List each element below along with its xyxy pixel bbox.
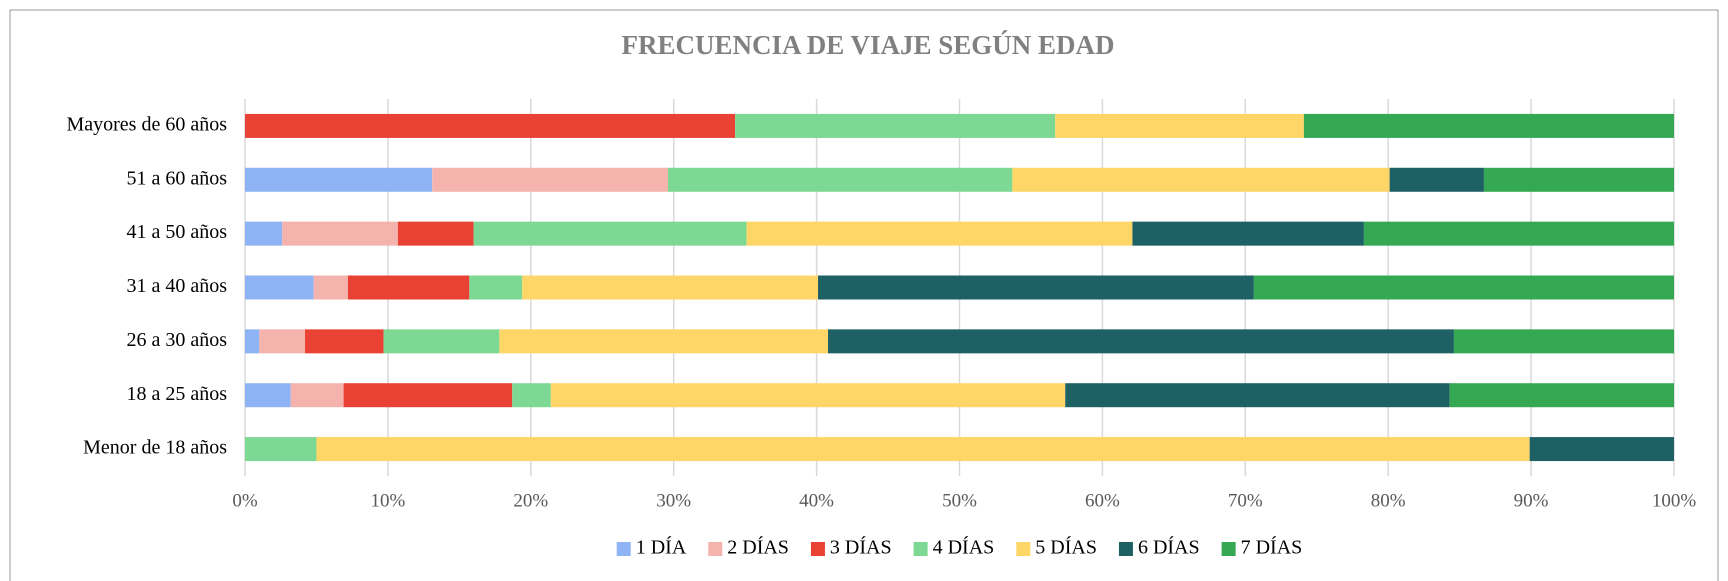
bar-segment: [499, 329, 829, 354]
y-tick-label: Menor de 18 años: [83, 437, 227, 459]
y-tick-label: Mayores de 60 años: [66, 114, 227, 136]
bar-segment: [1065, 383, 1450, 408]
bar-segment: [245, 167, 433, 192]
bar-segment: [259, 329, 306, 354]
y-tick-label: 31 a 40 años: [126, 275, 227, 297]
chart-title: FRECUENCIA DE VIAJE SEGÚN EDAD: [621, 30, 1114, 60]
bar-segment: [1449, 383, 1674, 408]
bar-segment: [245, 221, 283, 246]
bar-segment: [550, 383, 1066, 408]
legend-swatch: [616, 542, 631, 556]
x-tick-label: 60%: [1085, 490, 1120, 511]
legend-swatch: [1118, 542, 1133, 556]
bar-segment: [746, 221, 1133, 246]
bar-segment: [1389, 167, 1484, 192]
legend-label: 4 DÍAS: [933, 536, 995, 559]
bar-segment: [1303, 113, 1674, 138]
bar-segment: [397, 221, 474, 246]
bar-segment: [1453, 329, 1674, 354]
legend-label: 2 DÍAS: [727, 536, 789, 559]
bar-segment: [282, 221, 398, 246]
legend-label: 7 DÍAS: [1241, 536, 1303, 559]
bar-segment: [245, 437, 317, 462]
bar-segment: [1529, 437, 1674, 462]
legend-swatch: [810, 542, 825, 556]
x-tick-label: 80%: [1371, 490, 1406, 511]
legend-swatch: [913, 542, 928, 556]
legend-label: 3 DÍAS: [830, 536, 892, 559]
bar-segment: [432, 167, 668, 192]
x-tick-label: 0%: [232, 490, 258, 511]
bar-segment: [1055, 113, 1304, 138]
legend: 1 DÍA 2 DÍAS 3 DÍAS 4 DÍAS 5 DÍAS 6 DÍAS 7 DÍA…: [616, 536, 1303, 559]
bar-segment: [305, 329, 384, 354]
bar-segment: [347, 275, 470, 300]
bar-segment: [1363, 221, 1674, 246]
bar-segment: [245, 113, 736, 138]
bar-segment: [735, 113, 1056, 138]
x-tick-label: 10%: [370, 490, 405, 511]
bar-segment: [1012, 167, 1390, 192]
bar-segment: [290, 383, 344, 408]
x-tick-label: 90%: [1514, 490, 1549, 511]
bar-segment: [313, 275, 348, 300]
bar-segment: [818, 275, 1254, 300]
legend-label: 5 DÍAS: [1035, 536, 1097, 559]
y-tick-label: 26 a 30 años: [126, 329, 227, 351]
x-tick-label: 20%: [513, 490, 548, 511]
bar-segment: [343, 383, 513, 408]
x-tick-label: 50%: [942, 490, 977, 511]
x-tick-label: 70%: [1228, 490, 1263, 511]
bar-segment: [512, 383, 551, 408]
x-tick-label: 30%: [656, 490, 691, 511]
bar-segment: [245, 383, 291, 408]
x-tick-label: 100%: [1652, 490, 1697, 511]
bar-segment: [1483, 167, 1674, 192]
bar-segment: [1253, 275, 1674, 300]
bar-segment: [473, 221, 747, 246]
y-tick-label: 18 a 25 años: [126, 383, 227, 405]
legend-swatch: [1016, 542, 1031, 556]
bar-segment: [469, 275, 523, 300]
legend-swatch: [708, 542, 723, 556]
legend-swatch: [1221, 542, 1236, 556]
bar-segment: [828, 329, 1454, 354]
bar-segment: [667, 167, 1013, 192]
bar-segment: [383, 329, 500, 354]
y-tick-label: 51 a 60 años: [126, 167, 227, 189]
legend-label: 1 DÍA: [636, 536, 687, 559]
bar-segment: [1132, 221, 1364, 246]
x-tick-label: 40%: [799, 490, 834, 511]
y-tick-label: 41 a 50 años: [126, 221, 227, 243]
bar-segment: [522, 275, 819, 300]
bar-segment: [245, 275, 314, 300]
legend-label: 6 DÍAS: [1138, 536, 1200, 559]
bar-segment: [316, 437, 1530, 462]
bar-segment: [245, 329, 260, 354]
